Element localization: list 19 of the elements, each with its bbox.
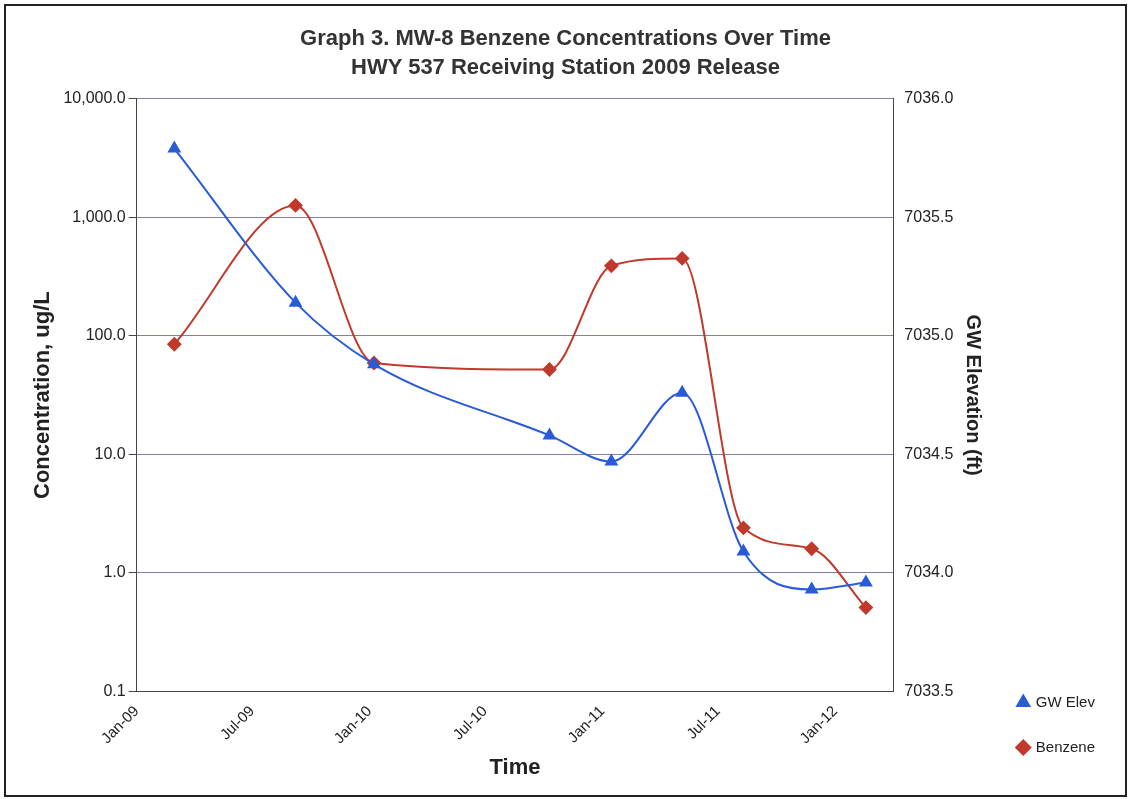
legend-label: Benzene xyxy=(1035,737,1095,755)
legend-label: GW Elev xyxy=(1035,692,1096,710)
y2-tick-label: 7034.0 xyxy=(904,563,954,581)
y2-axis-title: GW Elevation (ft) xyxy=(962,314,985,476)
x-axis-title: Time xyxy=(489,753,541,779)
y2-tick-label: 7035.5 xyxy=(904,207,954,225)
chart-subtitle: HWY 537 Receiving Station 2009 Release xyxy=(351,53,780,79)
y-tick-label: 10.0 xyxy=(94,444,126,462)
y-tick-label: 10,000.0 xyxy=(63,89,126,107)
y2-tick-label: 7035.0 xyxy=(904,326,954,344)
y-tick-label: 1,000.0 xyxy=(72,207,126,225)
y2-tick-label: 7033.5 xyxy=(904,681,954,699)
y-axis-title: Concentration, ug/L xyxy=(29,291,55,499)
y-tick-label: 0.1 xyxy=(103,681,126,699)
y2-tick-label: 7036.0 xyxy=(904,89,954,107)
y-tick-label: 1.0 xyxy=(103,563,126,581)
chart-title: Graph 3. MW-8 Benzene Concentrations Over Time xyxy=(300,25,831,51)
y2-tick-label: 7034.5 xyxy=(904,444,954,462)
y-tick-label: 100.0 xyxy=(85,326,126,344)
